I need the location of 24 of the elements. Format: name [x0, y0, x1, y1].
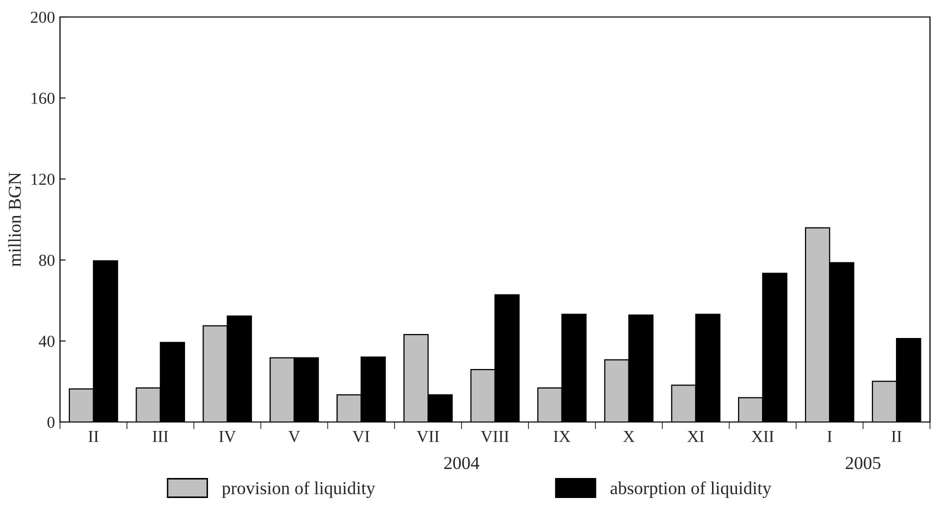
x-tick-label: VI — [352, 430, 370, 442]
x-tick-label: VII — [416, 430, 440, 442]
y-tick-label: 200 — [30, 12, 55, 23]
x-tick-label: III — [152, 430, 168, 442]
text: 2005 — [846, 456, 880, 470]
x-tick-label: V — [288, 430, 300, 442]
y-axis-title: million BGN — [8, 172, 21, 267]
x-tick-label: I — [827, 430, 832, 442]
x-tick-label: IV — [219, 430, 236, 442]
x-tick-label: IX — [554, 430, 570, 442]
y-tick-label: 80 — [39, 254, 55, 266]
y-tick-label: 40 — [38, 336, 55, 347]
text: 2004 — [444, 456, 480, 470]
x-tick-label: XI — [687, 430, 704, 442]
y-tick-label: 160 — [32, 92, 55, 104]
legend-label: absorption of liquidity — [610, 481, 772, 498]
x-tick-label: XII — [751, 430, 774, 442]
legend-label: provision of liquidity — [222, 481, 376, 498]
y-tick-label: 120 — [32, 174, 55, 185]
x-tick-label: X — [623, 430, 635, 442]
x-tick-label: II — [88, 430, 98, 442]
x-tick-label: II — [892, 430, 902, 442]
y-tick-label: 0 — [47, 416, 55, 428]
x-tick-label: VIII — [480, 430, 509, 442]
